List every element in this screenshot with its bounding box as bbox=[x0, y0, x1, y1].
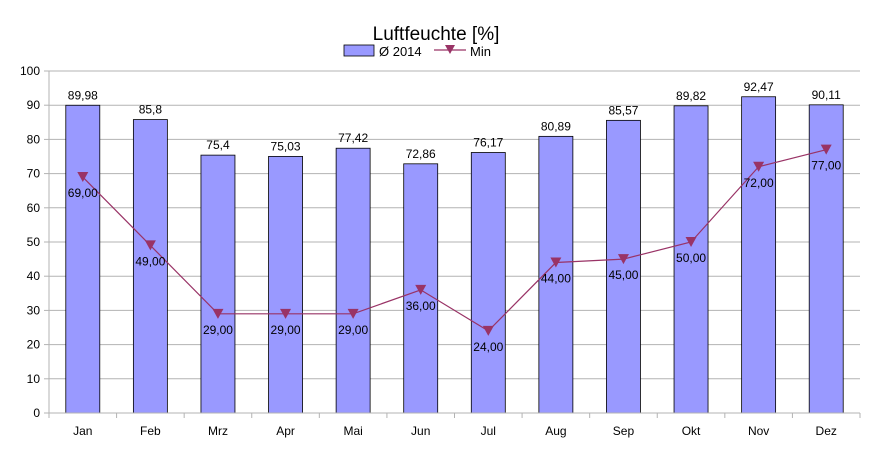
x-tick-label: Feb bbox=[140, 424, 161, 438]
bar-nov bbox=[741, 96, 777, 414]
bar-apr bbox=[268, 155, 303, 414]
x-tick-label: Jan bbox=[73, 424, 92, 438]
legend-label-line: Min bbox=[470, 44, 491, 59]
y-axis-ticks: 0 10 20 30 40 50 60 70 80 90 100 bbox=[20, 64, 49, 420]
min-value-label: 44,00 bbox=[541, 272, 571, 286]
min-value-label: 77,00 bbox=[811, 159, 841, 173]
bar-value-label: 75,03 bbox=[271, 139, 301, 153]
gridlines bbox=[49, 70, 860, 414]
min-value-label: 49,00 bbox=[135, 254, 165, 268]
legend-marker-triangle bbox=[445, 45, 455, 54]
bar-value-label: 75,4 bbox=[206, 138, 230, 152]
bar-feb bbox=[132, 119, 168, 414]
min-marker bbox=[482, 325, 494, 336]
bar-value-label: 72,86 bbox=[406, 147, 436, 161]
y-tick-label: 20 bbox=[27, 338, 41, 352]
min-marker bbox=[753, 161, 765, 172]
min-marker bbox=[550, 257, 562, 268]
min-marker bbox=[820, 144, 832, 155]
min-marker bbox=[212, 308, 224, 319]
y-tick-label: 0 bbox=[33, 406, 40, 420]
bar-value-label: 76,17 bbox=[473, 135, 503, 149]
min-line bbox=[82, 149, 827, 332]
chart-title: Luftfeuchte [%] bbox=[373, 24, 500, 45]
axes bbox=[48, 71, 860, 414]
bar-value-label: 89,98 bbox=[68, 88, 98, 102]
x-tick-label: Jul bbox=[481, 424, 496, 438]
min-value-label: 72,00 bbox=[744, 176, 774, 190]
min-marker bbox=[144, 240, 156, 251]
min-value-label: 29,00 bbox=[271, 323, 301, 337]
min-marker bbox=[77, 172, 89, 183]
bar-jul bbox=[470, 152, 506, 414]
bar-series: 89,98 85,8 75,4 75,03 77,42 72,86 76,17 80,89 85… bbox=[65, 80, 844, 414]
min-marker bbox=[685, 237, 697, 247]
y-tick-label: 40 bbox=[27, 269, 41, 283]
min-value-label: 69,00 bbox=[68, 186, 98, 200]
min-marker bbox=[415, 284, 427, 295]
y-tick-label: 90 bbox=[27, 98, 41, 112]
y-tick-label: 80 bbox=[27, 132, 41, 146]
min-value-label: 50,00 bbox=[676, 251, 706, 265]
bar-jan bbox=[65, 104, 101, 414]
x-tick-label: Jun bbox=[411, 424, 430, 438]
bar-mrz bbox=[200, 154, 236, 414]
x-tick-label: Nov bbox=[748, 424, 769, 438]
y-tick-label: 50 bbox=[27, 235, 41, 249]
x-tick-label: Mrz bbox=[208, 424, 228, 438]
min-marker bbox=[347, 308, 359, 319]
bar-dez bbox=[808, 104, 844, 414]
bar-mai bbox=[335, 147, 371, 414]
bar-value-label: 90,11 bbox=[812, 88, 841, 102]
x-tick-label: Okt bbox=[682, 424, 701, 438]
min-value-label: 45,00 bbox=[608, 268, 638, 282]
y-tick-label: 30 bbox=[27, 303, 41, 317]
min-value-label: 36,00 bbox=[406, 299, 436, 313]
x-tick-label: Mai bbox=[343, 424, 362, 438]
bar-value-label: 80,89 bbox=[541, 119, 571, 133]
bar-sep bbox=[606, 119, 641, 414]
min-marker bbox=[617, 254, 629, 265]
bar-value-label: 92,47 bbox=[744, 80, 774, 94]
legend: Ø 2014 Min bbox=[343, 44, 491, 59]
y-tick-label: 60 bbox=[27, 201, 41, 215]
min-value-label: 29,00 bbox=[338, 323, 368, 337]
min-value-label: 29,00 bbox=[203, 323, 233, 337]
min-series: 69,00 49,00 29,00 29,00 29,00 36,00 24,00 44,00… bbox=[68, 144, 842, 354]
x-tick-label: Sep bbox=[613, 424, 635, 438]
x-axis-ticks: Jan Feb Mrz Apr Mai Jun Jul Aug Sep Okt Nov Dez bbox=[48, 413, 861, 438]
x-tick-label: Dez bbox=[816, 424, 837, 438]
legend-swatch-bar bbox=[343, 44, 375, 57]
bar-value-label: 89,82 bbox=[676, 89, 706, 103]
x-tick-label: Aug bbox=[545, 424, 566, 438]
bar-value-label: 85,57 bbox=[608, 103, 638, 117]
y-tick-label: 10 bbox=[27, 372, 41, 386]
bar-value-label: 77,42 bbox=[338, 131, 368, 145]
min-value-label: 24,00 bbox=[473, 340, 503, 354]
x-tick-label: Apr bbox=[276, 424, 295, 438]
bar-okt bbox=[673, 105, 709, 414]
bar-value-label: 85,8 bbox=[139, 103, 163, 117]
y-tick-label: 70 bbox=[27, 167, 41, 181]
min-marker bbox=[280, 308, 292, 319]
legend-label-bar: Ø 2014 bbox=[379, 44, 422, 59]
y-tick-label: 100 bbox=[20, 64, 40, 78]
